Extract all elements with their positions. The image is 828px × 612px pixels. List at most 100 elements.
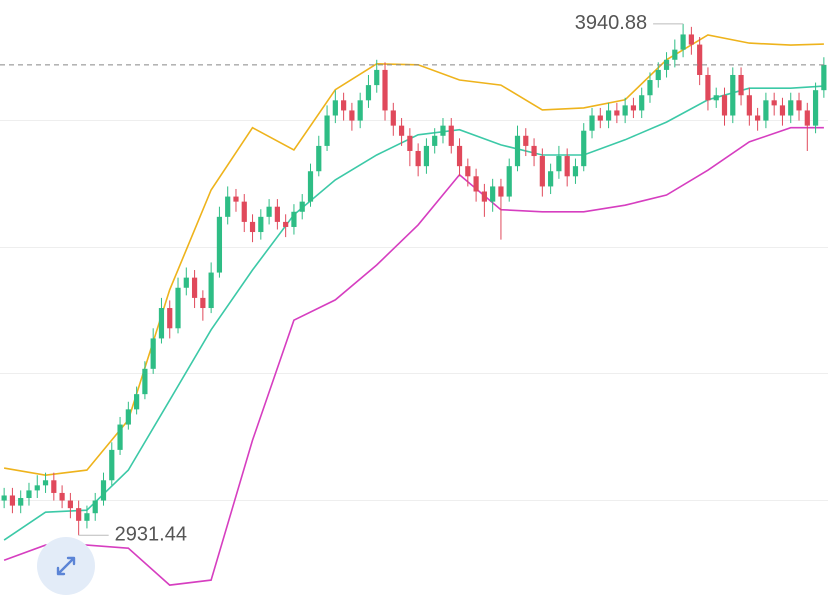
candle-body xyxy=(258,216,264,233)
expand-button[interactable] xyxy=(37,537,95,595)
max-price-label: 3940.88 xyxy=(575,12,647,34)
candle-body xyxy=(763,100,769,121)
candle-body xyxy=(821,64,827,91)
candle-body xyxy=(349,110,355,121)
candle-body xyxy=(680,34,686,50)
candle-body xyxy=(51,480,57,493)
candle-body xyxy=(407,135,413,151)
candle-body xyxy=(539,156,545,187)
candle-body xyxy=(456,145,463,167)
candle-body xyxy=(374,69,380,86)
candle-body xyxy=(788,100,794,116)
candle-body xyxy=(812,90,819,126)
candle-body xyxy=(730,74,736,116)
candle-body xyxy=(531,145,537,157)
candle-body xyxy=(208,272,214,309)
candle-body xyxy=(440,125,446,136)
candle-body xyxy=(597,115,603,121)
candle-body xyxy=(796,100,802,111)
candle-body xyxy=(498,186,504,197)
candle-body xyxy=(490,186,496,202)
candle-body xyxy=(572,166,579,177)
candle-body xyxy=(382,69,388,111)
candle-body xyxy=(142,368,148,395)
candle-body xyxy=(697,44,703,75)
candle-body xyxy=(109,449,115,481)
min-price-label: 2931.44 xyxy=(115,524,187,546)
candle-body xyxy=(639,95,645,111)
candle-body xyxy=(100,480,107,501)
band-line xyxy=(3,126,824,586)
candle-body xyxy=(365,85,372,101)
candle-body xyxy=(332,100,338,116)
candle-body xyxy=(589,115,595,131)
candle-body xyxy=(688,34,694,45)
candle-body xyxy=(655,69,661,81)
candle-body xyxy=(249,221,256,233)
candle-body xyxy=(316,145,322,172)
candle-body xyxy=(299,201,305,212)
candle-body xyxy=(771,100,777,106)
candle-body xyxy=(564,156,570,177)
candle-body xyxy=(18,498,24,506)
candle-body xyxy=(117,424,123,450)
band-line xyxy=(3,34,824,477)
candle-body xyxy=(398,125,405,136)
candle-body xyxy=(705,74,711,101)
candle-body xyxy=(465,166,471,177)
candle-body xyxy=(1,495,7,501)
candle-body xyxy=(150,338,156,369)
candle-body xyxy=(713,95,719,101)
candle-body xyxy=(34,485,40,491)
candle-body xyxy=(125,409,131,425)
candle-body xyxy=(672,49,678,60)
candle-body xyxy=(84,513,90,521)
candle-body xyxy=(167,308,173,329)
candle-body xyxy=(755,115,761,121)
candle-body xyxy=(134,394,140,410)
candle-body xyxy=(746,95,752,116)
candle-body xyxy=(9,495,16,506)
candle-body xyxy=(721,95,728,116)
expand-icon[interactable] xyxy=(56,556,76,576)
candle-body xyxy=(647,80,653,96)
candle-body xyxy=(548,171,554,187)
candle-body xyxy=(67,500,73,509)
plot: 3940.88 2931.44 xyxy=(0,12,828,586)
candle-body xyxy=(581,130,587,167)
candle-body xyxy=(59,492,65,501)
candle-body xyxy=(42,480,49,486)
candle-body xyxy=(357,100,363,121)
candle-body xyxy=(415,150,421,167)
candle-body xyxy=(506,166,512,197)
candle-body xyxy=(76,508,82,521)
candle-body xyxy=(191,277,198,298)
candle-body xyxy=(341,100,347,111)
candle-body xyxy=(614,110,620,116)
candle-body xyxy=(432,135,438,146)
candle-body xyxy=(423,145,430,167)
candle-body xyxy=(556,156,562,172)
candle-body xyxy=(630,105,637,111)
candle-body xyxy=(514,135,521,167)
candle-body xyxy=(216,216,223,273)
candle-body xyxy=(448,125,454,146)
candle-body xyxy=(738,74,744,96)
candle-body xyxy=(233,196,239,202)
candle-body xyxy=(92,500,98,514)
candle-body xyxy=(241,201,247,222)
candle-body xyxy=(324,115,330,146)
candle-body xyxy=(523,135,529,146)
candle-body xyxy=(266,206,272,217)
candle-body xyxy=(804,110,810,126)
candle-body xyxy=(481,191,487,202)
candle-body xyxy=(175,287,181,329)
candle-body xyxy=(779,105,786,116)
candle-body xyxy=(307,171,314,202)
candle-body xyxy=(26,490,32,499)
candle-body xyxy=(605,110,612,121)
candle-body xyxy=(291,211,297,227)
candle-body xyxy=(390,110,396,126)
candle-body xyxy=(622,105,628,116)
